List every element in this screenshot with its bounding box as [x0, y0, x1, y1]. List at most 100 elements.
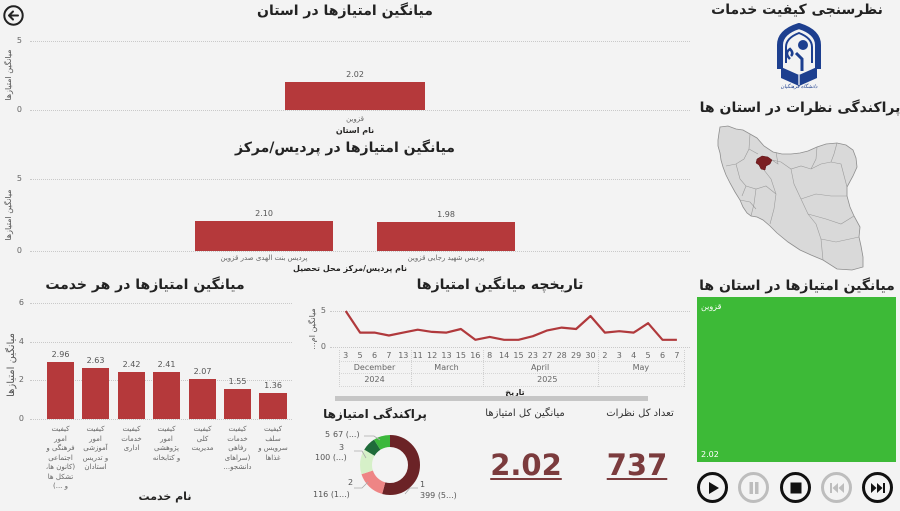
service-bar-value-label: 2.96 [51, 349, 70, 359]
province-x-axis-title: نام استان [335, 126, 375, 135]
service-bar-value-label: 2.07 [193, 366, 212, 376]
history-x-month-label: December [353, 363, 396, 372]
history-chart-scrollbar[interactable] [335, 396, 648, 401]
campus-chart-title: میانگین امتیازها در پردیس/مرکز [235, 140, 455, 156]
province-gridline [30, 41, 690, 42]
province-chart-title: میانگین امتیازها در استان [257, 3, 433, 19]
campus-bar-value-label: 2.10 [255, 208, 273, 218]
campus-bar[interactable] [195, 220, 333, 251]
campus-y-tick: 5 [16, 174, 22, 183]
treemap-tile-qazvin[interactable]: قزوین 2.02 [697, 297, 896, 462]
distribution-chart-title: پراکندگی امتیازها [323, 407, 427, 421]
donut-label-3-value: 100 (...) [315, 453, 347, 462]
donut-label-1-value: 399 (5...) [420, 491, 457, 500]
kpi-avg-value[interactable]: 2.02 [490, 448, 562, 482]
kpi-avg-title: میانگین کل امتیازها [485, 408, 565, 419]
history-y-axis-title: میانگین ام... [308, 308, 317, 350]
service-category-label: خدمات [227, 434, 248, 443]
iran-province-map[interactable] [716, 124, 866, 272]
pause-icon [749, 481, 758, 494]
history-gridline [330, 347, 690, 348]
service-bar[interactable] [189, 378, 216, 419]
service-y-tick: 0 [18, 414, 24, 423]
pause-button[interactable] [738, 472, 769, 503]
service-category-label: امور [89, 434, 102, 443]
service-bar[interactable] [259, 392, 287, 419]
history-x-day-label: 11 [412, 351, 423, 360]
history-x-month-label: May [632, 363, 650, 372]
next-button[interactable] [862, 472, 893, 503]
donut-label-2-category: 2 [348, 478, 354, 487]
donut-segment-2 [360, 435, 420, 495]
history-axis-separator [338, 373, 685, 374]
service-bar-value-label: 2.42 [122, 360, 141, 370]
service-category-label: (سراهای [224, 453, 251, 462]
donut-segment-4 [360, 435, 420, 495]
history-x-day-label: 3 [616, 351, 622, 360]
kpi-count-value[interactable]: 737 [606, 448, 668, 482]
play-button[interactable] [697, 472, 728, 503]
stop-button[interactable] [780, 472, 811, 503]
province-gridline [30, 110, 690, 111]
history-x-day-label: 4 [631, 351, 637, 360]
service-bar[interactable] [47, 361, 74, 419]
service-bar[interactable] [82, 368, 109, 419]
donut-segment-1 [360, 435, 420, 495]
previous-button[interactable] [821, 472, 852, 503]
history-x-day-label: 7 [674, 351, 680, 360]
treemap-tile-value: 2.02 [701, 450, 719, 459]
service-chart-title: میانگین امتیازها در هر خدمت [45, 277, 245, 293]
history-y-tick: 5 [320, 306, 326, 315]
history-gridline [330, 311, 690, 312]
province-y-axis-title: میانگین امتیازها [4, 49, 13, 101]
province-bar[interactable] [285, 82, 425, 110]
service-y-axis-title: میانگین امتیازها [6, 333, 17, 397]
back-button[interactable] [3, 5, 24, 26]
service-category-label: مدیریت [191, 444, 214, 452]
history-x-day-label: 30 [585, 351, 596, 360]
service-category-label: کیفیت [122, 425, 141, 433]
service-gridline [30, 303, 292, 304]
service-category-label: و تدریس [82, 453, 109, 462]
service-bar[interactable] [153, 372, 180, 419]
campus-gridline [30, 179, 690, 180]
kpi-count-title: تعداد کل نظرات [606, 408, 674, 419]
service-category-label: اجتماعی [48, 453, 73, 462]
service-category-label: خدمات [121, 434, 142, 443]
campus-bar[interactable] [377, 222, 515, 251]
donut-label-1-category: 1 [420, 480, 426, 489]
service-category-label: و ...) [52, 482, 69, 490]
service-bar-value-label: 1.55 [228, 377, 247, 387]
campus-bar-value-label: 1.98 [437, 210, 455, 220]
history-group-separator [410, 350, 412, 387]
donut-segment-5 [360, 435, 420, 495]
history-axis-separator [338, 386, 685, 387]
back-arrow-icon [3, 5, 24, 26]
history-x-day-label: 29 [571, 351, 582, 360]
service-category-label: کلی [196, 434, 209, 443]
history-x-day-label: 15 [455, 351, 466, 360]
iran-map-icon [717, 125, 864, 271]
service-category-label: اداری [123, 444, 140, 452]
service-category-label: آموزشی [83, 444, 108, 452]
history-x-day-label: 28 [556, 351, 567, 360]
history-x-day-label: 7 [386, 351, 392, 360]
service-category-label: امور [54, 434, 67, 443]
survey-title: نظرسنجی کیفیت خدمات [711, 2, 883, 18]
service-gridline [30, 341, 292, 343]
history-group-separator [482, 350, 484, 387]
history-x-day-label: 13 [398, 351, 409, 360]
history-x-day-label: 2 [602, 351, 608, 360]
service-bar[interactable] [224, 389, 251, 419]
service-bar[interactable] [118, 372, 145, 419]
history-y-tick: 0 [320, 342, 326, 351]
donut-label-5-value: 67 (...) [333, 430, 360, 439]
service-category-label: کیفیت [51, 425, 70, 433]
province-category-label: قزوین [346, 115, 364, 123]
service-y-tick: 6 [18, 298, 24, 307]
campus-category-label: پردیس شهید رجایی قزوین [407, 254, 485, 262]
campus-y-axis-title: میانگین امتیازها [4, 189, 13, 241]
province-y-tick: 5 [16, 36, 22, 45]
service-category-label: سرویس و [258, 444, 288, 452]
service-category-label: و کتابخانه [152, 453, 181, 462]
